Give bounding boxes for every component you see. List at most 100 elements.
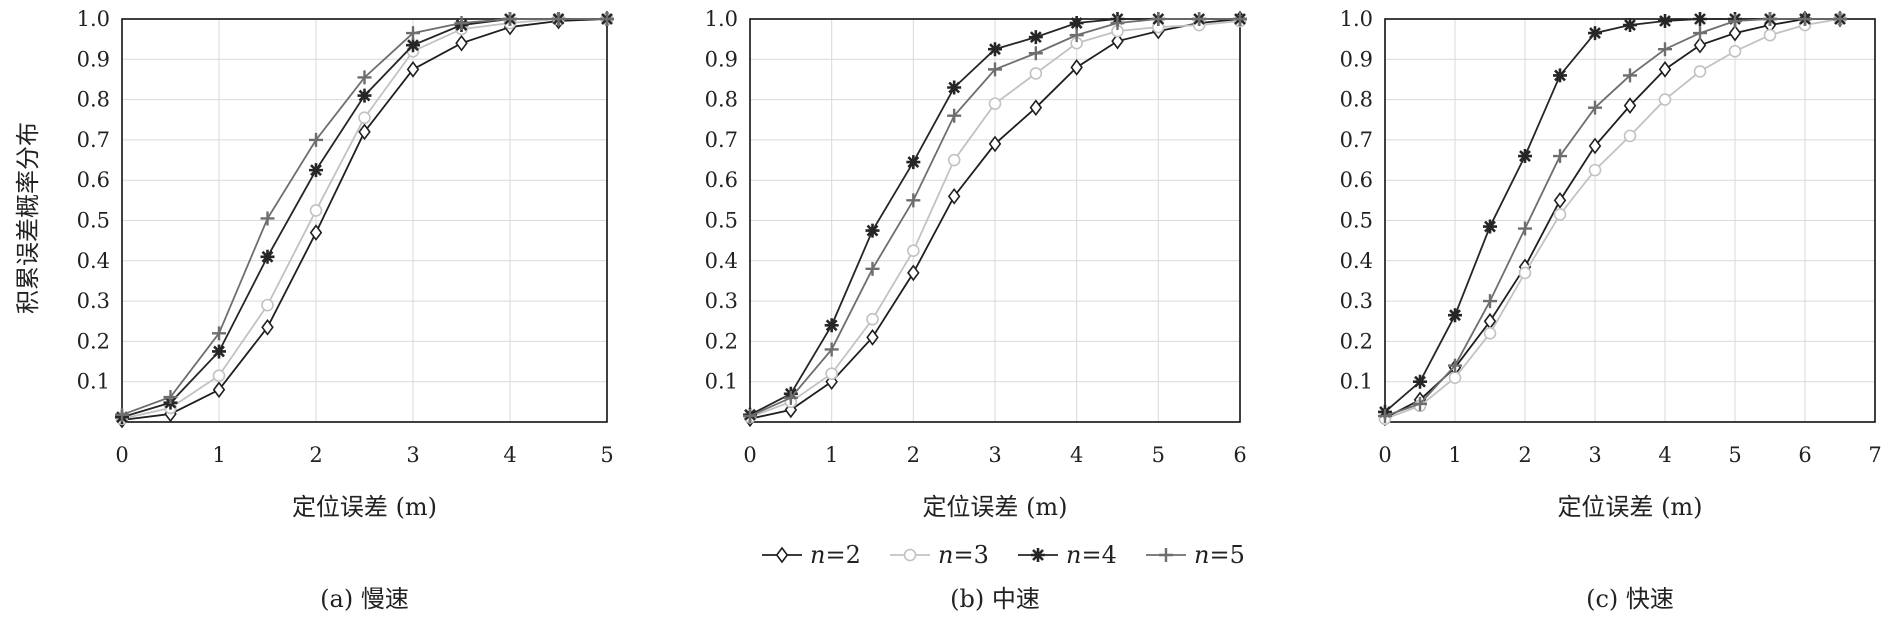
data-point bbox=[406, 26, 420, 41]
x-tick-label: 4 bbox=[1070, 443, 1083, 467]
data-point bbox=[1588, 163, 1602, 177]
data-point bbox=[824, 318, 839, 333]
y-tick-label: 0.1 bbox=[1340, 370, 1373, 394]
y-tick-label: 0.7 bbox=[77, 128, 110, 152]
data-point bbox=[1798, 12, 1812, 26]
data-point bbox=[1151, 12, 1166, 26]
data-point bbox=[1833, 12, 1847, 26]
legend-marker bbox=[775, 546, 789, 564]
y-tick-label: 0.4 bbox=[1340, 249, 1373, 273]
data-point bbox=[503, 12, 517, 26]
data-point bbox=[1693, 36, 1707, 54]
data-point bbox=[1658, 61, 1672, 78]
x-tick-label: 5 bbox=[1728, 443, 1741, 467]
data-point bbox=[1029, 99, 1043, 116]
series-n=5 bbox=[743, 12, 1247, 423]
chart-panel-1: 0.1 0.2 0.3 0.4 0.5 0.6 0.7 0.8 0.9 1.0 0 1 2 3 4 5 定位误差… bbox=[77, 7, 614, 613]
data-point bbox=[455, 34, 468, 52]
y-tick-label: 0.2 bbox=[705, 329, 738, 353]
data-point bbox=[1029, 67, 1043, 80]
data-point bbox=[1028, 46, 1043, 61]
data-point bbox=[866, 329, 879, 346]
x-tick-label: 5 bbox=[1152, 443, 1165, 467]
data-point bbox=[260, 211, 275, 226]
legend-item: n=4 bbox=[1018, 541, 1117, 569]
data-point bbox=[1728, 24, 1742, 42]
y-tick-label: 1.0 bbox=[1340, 7, 1373, 31]
data-point bbox=[988, 42, 1002, 57]
data-point bbox=[309, 132, 323, 147]
data-point bbox=[1413, 396, 1427, 411]
data-point bbox=[1623, 97, 1637, 114]
legend-label: n=3 bbox=[938, 541, 989, 569]
data-point bbox=[261, 298, 274, 312]
x-tick-label: 7 bbox=[1868, 443, 1881, 467]
series-n=5 bbox=[1378, 12, 1847, 423]
data-point bbox=[358, 111, 371, 125]
data-point bbox=[907, 244, 920, 258]
data-point bbox=[309, 204, 323, 217]
data-point bbox=[1588, 26, 1602, 41]
data-point bbox=[1413, 374, 1427, 389]
data-point bbox=[1483, 327, 1497, 340]
y-tick-label: 0.7 bbox=[705, 128, 738, 152]
x-tick-label: 3 bbox=[1588, 443, 1601, 467]
y-tick-label: 0.2 bbox=[1340, 329, 1373, 353]
x-tick-label: 2 bbox=[309, 443, 322, 467]
y-tick-label: 0.6 bbox=[77, 168, 110, 192]
data-point bbox=[1553, 192, 1567, 209]
data-point bbox=[1483, 294, 1497, 309]
data-point bbox=[1192, 12, 1207, 26]
x-tick-label: 1 bbox=[212, 443, 225, 467]
data-point bbox=[1553, 208, 1567, 221]
y-tick-label: 0.3 bbox=[705, 289, 738, 313]
data-point bbox=[1588, 137, 1602, 155]
y-tick-label: 0.4 bbox=[705, 249, 738, 273]
legend: n=2 n=3 n=4 n=5 bbox=[762, 541, 1245, 569]
data-point bbox=[1623, 18, 1637, 33]
y-tick-label: 0.2 bbox=[77, 329, 110, 353]
data-point bbox=[454, 16, 469, 31]
panel-caption: (b) 中速 bbox=[950, 585, 1040, 613]
data-point bbox=[1728, 44, 1742, 58]
series-line bbox=[1384, 18, 1841, 420]
x-axis-title: 定位误差 (m) bbox=[922, 493, 1067, 521]
y-tick-label: 0.7 bbox=[1340, 128, 1373, 152]
data-point bbox=[212, 344, 226, 359]
data-point bbox=[783, 390, 798, 405]
series-line bbox=[1384, 18, 1840, 419]
data-point bbox=[1028, 30, 1043, 45]
data-point bbox=[1518, 266, 1532, 280]
chart-panel-2: 0.1 0.2 0.3 0.4 0.5 0.6 0.7 0.8 0.9 1.0 0 1 2 3 4 5 6 定位误… bbox=[705, 7, 1247, 613]
data-point bbox=[866, 312, 879, 326]
legend-item: n=2 bbox=[762, 541, 861, 569]
data-point bbox=[1069, 28, 1084, 43]
y-tick-label: 0.5 bbox=[705, 209, 738, 233]
data-point bbox=[1588, 100, 1602, 115]
data-point bbox=[406, 61, 420, 78]
data-point bbox=[1448, 371, 1462, 384]
data-point bbox=[1728, 14, 1742, 29]
data-point bbox=[1111, 32, 1124, 50]
data-point bbox=[1553, 149, 1567, 164]
series-line bbox=[1384, 18, 1840, 413]
x-tick-label: 3 bbox=[406, 443, 419, 467]
series-n=3 bbox=[1378, 12, 1847, 426]
data-point bbox=[115, 407, 129, 422]
data-point bbox=[906, 193, 921, 208]
x-tick-label: 5 bbox=[600, 443, 613, 467]
y-tick-label: 0.8 bbox=[77, 88, 110, 112]
data-point bbox=[1763, 12, 1777, 26]
data-point bbox=[1070, 59, 1083, 76]
data-point bbox=[212, 381, 226, 399]
y-tick-label: 0.9 bbox=[77, 47, 110, 71]
data-point bbox=[260, 249, 275, 264]
data-point bbox=[1483, 219, 1497, 234]
y-tick-label: 0.3 bbox=[77, 289, 110, 313]
data-point bbox=[1658, 93, 1672, 106]
data-point bbox=[1623, 68, 1637, 83]
data-point bbox=[163, 390, 178, 405]
data-point bbox=[551, 12, 566, 26]
data-point bbox=[357, 88, 372, 103]
